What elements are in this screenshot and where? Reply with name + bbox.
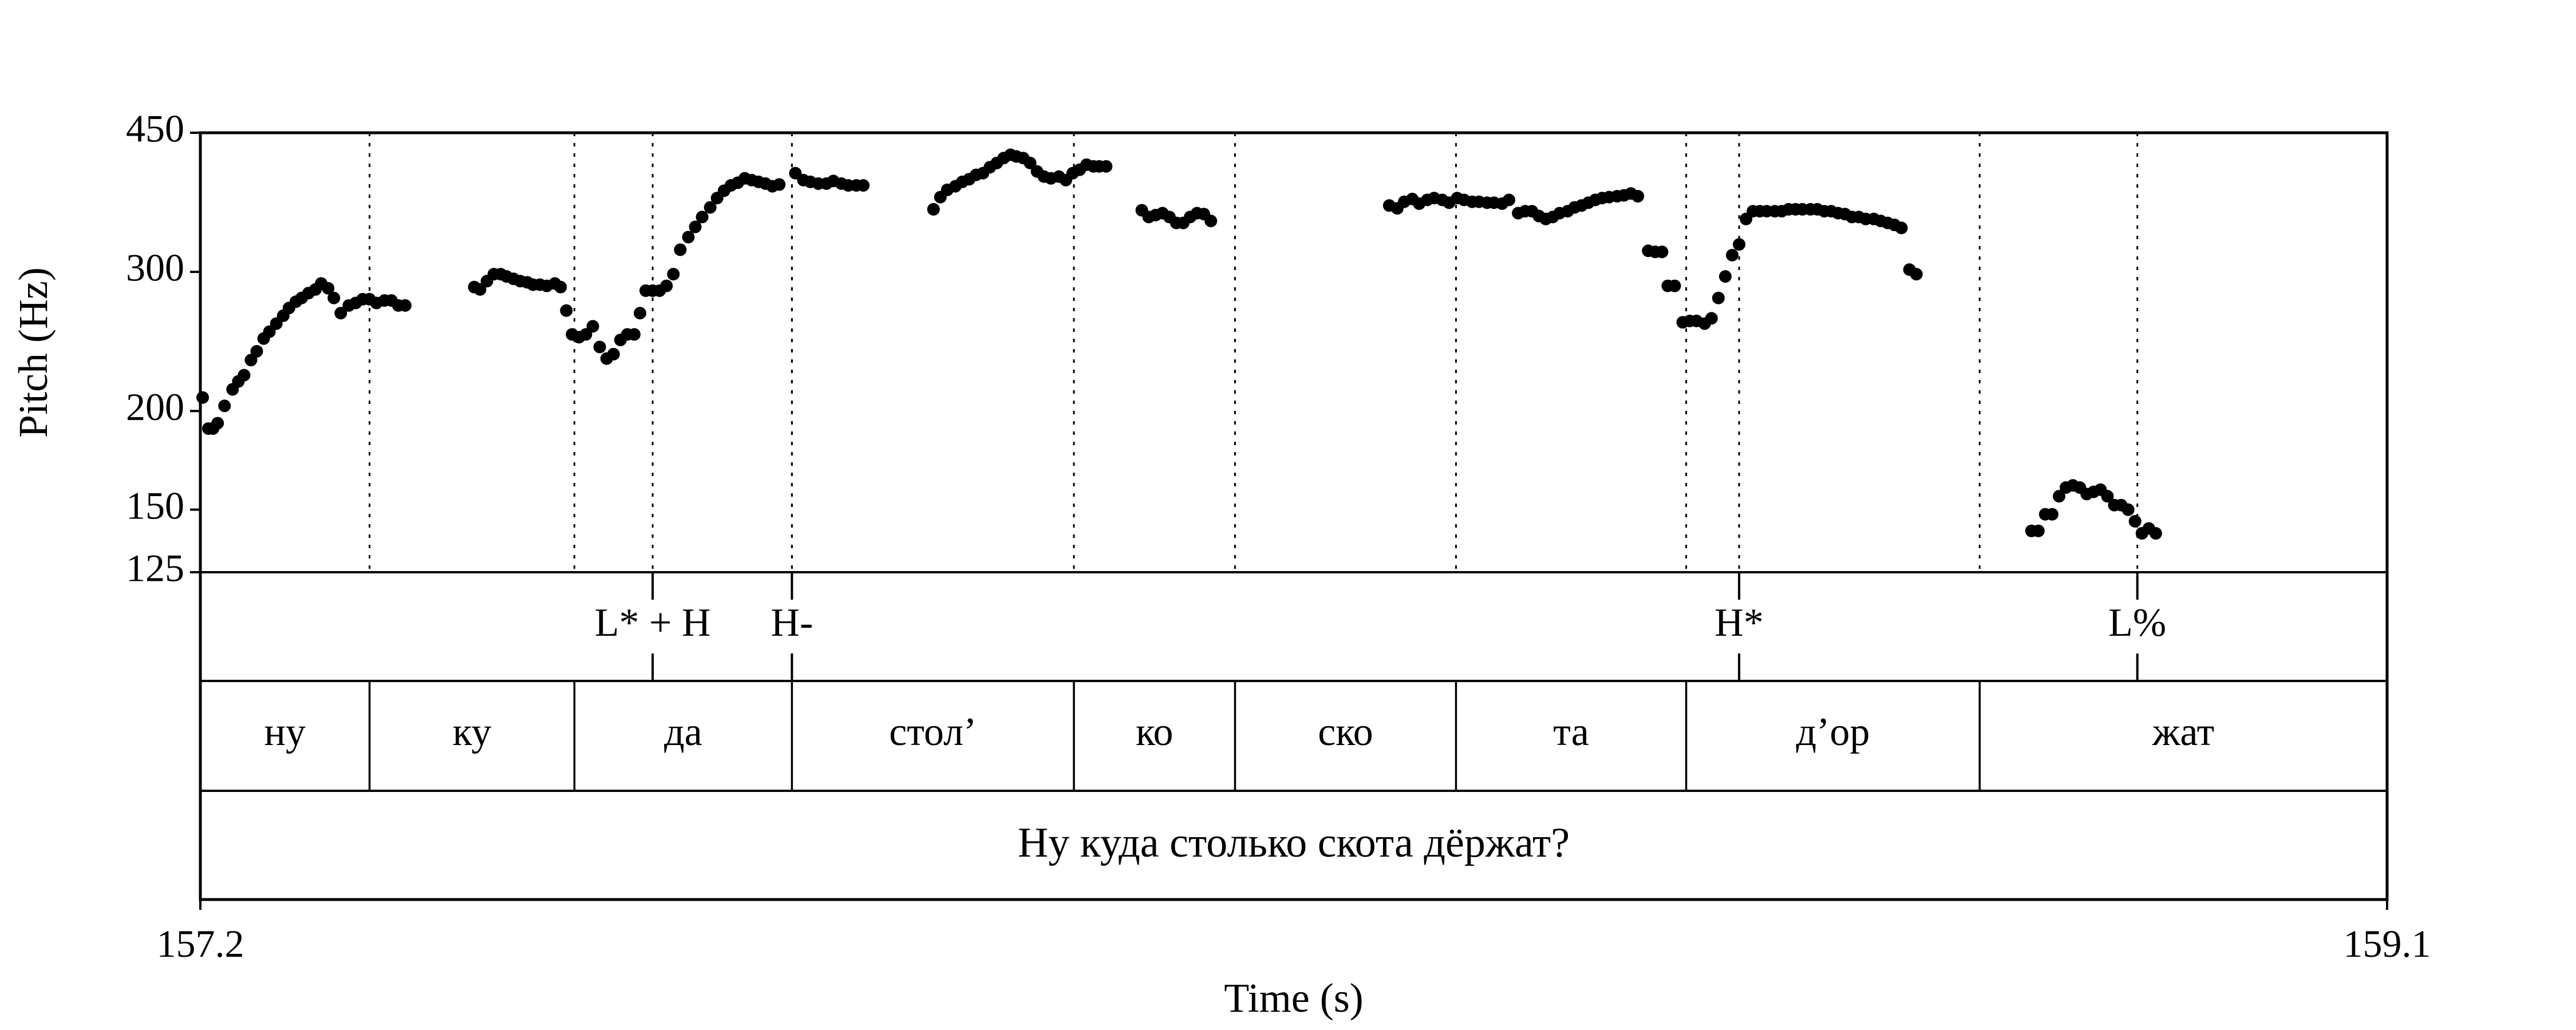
pitch-point xyxy=(1705,312,1718,325)
y-tick-label: 200 xyxy=(126,385,184,429)
boundary-guide-lines xyxy=(369,133,2139,572)
pitch-point xyxy=(1910,268,1923,281)
y-tick-label: 450 xyxy=(126,107,184,150)
pitch-point xyxy=(1024,156,1037,169)
tone-label: L* + H xyxy=(595,601,711,645)
pitch-point xyxy=(634,307,647,320)
syllable-label: ско xyxy=(1318,710,1373,754)
pitch-point xyxy=(2032,524,2045,537)
pitch-points xyxy=(196,148,2162,540)
pitch-point xyxy=(250,344,263,358)
pitch-point xyxy=(689,220,702,233)
pitch-point xyxy=(560,304,573,317)
x-tick-label-start: 157.2 xyxy=(157,922,244,965)
pitch-point xyxy=(1726,248,1739,262)
pitch-point xyxy=(2053,490,2065,503)
pitch-point xyxy=(1895,221,1908,235)
syllable-label: стол’ xyxy=(889,710,977,754)
syllable-label: ну xyxy=(264,710,306,754)
pitch-point xyxy=(334,307,347,320)
pitch-point xyxy=(1631,189,1645,203)
tone-tier: L* + H H- H* L% xyxy=(595,572,2166,681)
pitch-point xyxy=(1668,279,1681,292)
pitch-point xyxy=(696,211,709,224)
x-tick-label-end: 159.1 xyxy=(2344,922,2431,965)
tone-label: H- xyxy=(771,601,813,645)
pitch-point xyxy=(327,291,341,304)
pitch-point xyxy=(196,391,210,404)
pitch-point xyxy=(1733,238,1746,251)
pitch-point xyxy=(398,299,412,312)
pitch-point xyxy=(1100,160,1113,173)
y-tick-label: 300 xyxy=(126,246,184,290)
pitch-point xyxy=(1656,245,1669,259)
pitch-point xyxy=(1204,215,1218,228)
pitch-point xyxy=(627,328,641,341)
syllable-label: та xyxy=(1553,710,1589,754)
pitch-point xyxy=(473,283,487,296)
pitch-point xyxy=(211,417,224,430)
syllable-label: ко xyxy=(1136,710,1173,754)
pitch-point xyxy=(2149,527,2162,540)
syllable-label: да xyxy=(664,710,702,754)
pitch-point xyxy=(927,203,940,216)
pitch-point xyxy=(2121,503,2135,516)
y-axis-title: Pitch (Hz) xyxy=(10,267,56,438)
y-tick-label: 125 xyxy=(126,546,184,590)
pitch-point xyxy=(660,279,673,292)
pitch-point xyxy=(1712,291,1725,304)
pitch-point xyxy=(238,369,251,382)
sentence-label: Ну куда столько скота дёржат? xyxy=(1018,819,1570,866)
syllable-tier: ну ку да стол’ ко ско та д’ор жат xyxy=(264,681,2214,791)
pitch-point xyxy=(1718,270,1732,283)
y-tick-label: 150 xyxy=(126,484,184,527)
pitch-point xyxy=(2128,515,2142,528)
syllable-label: ку xyxy=(452,710,491,754)
pitch-point xyxy=(674,243,687,256)
pitch-point xyxy=(607,347,620,360)
pitch-point xyxy=(218,399,231,413)
pitch-point xyxy=(682,231,695,244)
pitch-point xyxy=(2045,508,2059,521)
pitch-point xyxy=(1502,193,1515,207)
pitch-point xyxy=(667,268,680,281)
pitch-point xyxy=(586,320,599,333)
pitch-point xyxy=(704,201,717,214)
y-axis-ticks: 450 300 200 150 125 xyxy=(126,107,200,590)
tone-label: H* xyxy=(1714,601,1764,645)
pitch-point xyxy=(857,179,870,192)
pitch-point xyxy=(593,340,606,354)
syllable-label: д’ор xyxy=(1796,710,1870,754)
plot-frame xyxy=(199,131,2389,901)
syllable-label: жат xyxy=(2152,710,2214,754)
pitch-point xyxy=(554,280,567,294)
pitch-point xyxy=(2101,490,2114,503)
pitch-point xyxy=(322,282,335,295)
pitch-point xyxy=(773,178,786,191)
x-axis-title: Time (s) xyxy=(1224,975,1363,1021)
tone-label: L% xyxy=(2108,601,2166,645)
